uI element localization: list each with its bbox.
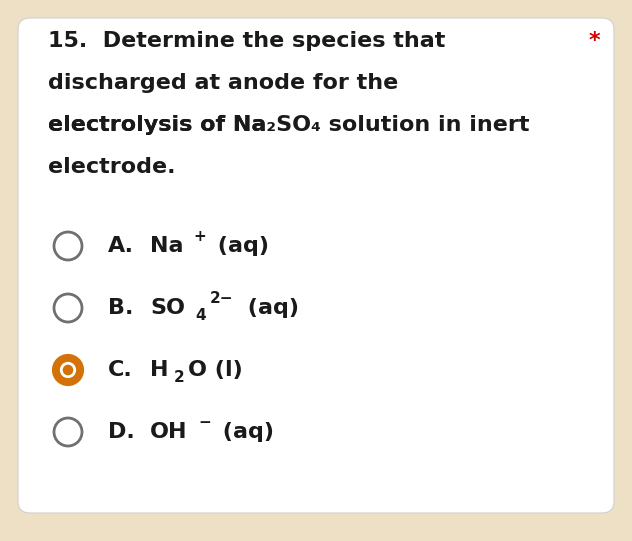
Text: electrolysis of Na: electrolysis of Na (48, 115, 266, 135)
Text: SO: SO (150, 298, 185, 318)
Text: +: + (193, 229, 206, 243)
Text: C.: C. (108, 360, 133, 380)
Text: A.: A. (108, 236, 134, 256)
Text: 4: 4 (195, 308, 206, 323)
Circle shape (60, 362, 76, 378)
FancyBboxPatch shape (18, 18, 614, 513)
Text: H: H (150, 360, 169, 380)
Text: Na: Na (150, 236, 183, 256)
Text: (aq): (aq) (240, 298, 299, 318)
Text: electrolysis of Na₂SO₄ solution in inert: electrolysis of Na₂SO₄ solution in inert (48, 115, 530, 135)
Circle shape (63, 365, 73, 375)
Text: −: − (198, 414, 212, 430)
Text: 15.  Determine the species that: 15. Determine the species that (48, 31, 446, 51)
Text: (aq): (aq) (216, 422, 274, 442)
Text: *: * (588, 31, 600, 51)
Text: 2−: 2− (209, 291, 233, 306)
Text: (aq): (aq) (210, 236, 269, 256)
Circle shape (54, 356, 82, 384)
Text: electrode.: electrode. (48, 157, 176, 177)
Text: discharged at anode for the: discharged at anode for the (48, 73, 398, 93)
Text: OH: OH (150, 422, 188, 442)
Text: D.: D. (108, 422, 135, 442)
Text: O (l): O (l) (188, 360, 243, 380)
Text: 2: 2 (174, 370, 185, 385)
Text: B.: B. (108, 298, 133, 318)
